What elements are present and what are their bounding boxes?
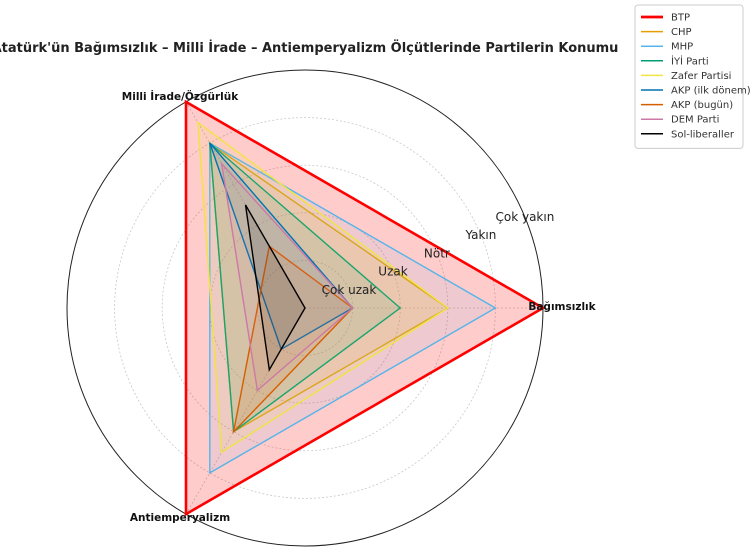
axis-label: Antiemperyalizm	[130, 512, 230, 524]
legend-entry: MHP	[671, 42, 693, 53]
series-polygon-sol-liberaller	[244, 204, 306, 372]
axis-label: Bağımsızlık	[528, 301, 596, 313]
legend-entry: İYİ Parti	[671, 54, 709, 67]
series-polygon-akp-ilk-dönem-	[209, 142, 354, 351]
series-polygon-btp	[184, 99, 546, 517]
legend-entry: Sol-liberaller	[671, 129, 735, 140]
chart-title: Atatürk'ün Bağımsızlık – Milli İrade – A…	[0, 40, 618, 56]
ring-label: Çok yakın	[495, 210, 554, 224]
legend-entry: AKP (ilk dönem)	[671, 86, 751, 97]
legend-box	[634, 4, 744, 149]
axis-labels: Bağımsızlık Milli İrade/Özgürlük Antiemper…	[122, 89, 597, 524]
series-layer	[184, 99, 546, 517]
axis-label: Milli İrade/Özgürlük	[122, 89, 239, 103]
legend-entry: BTP	[671, 13, 690, 24]
ring-label: Uzak	[378, 265, 407, 279]
ring-label: Nötr	[424, 246, 450, 260]
legend-entry: AKP (bugün)	[671, 100, 733, 111]
ring-label: Yakın	[464, 228, 496, 242]
series-polygon-i-yi-parti	[208, 141, 402, 434]
legend-entry: Zafer Partisi	[671, 71, 731, 82]
ring-label: Çok uzak	[322, 283, 377, 297]
series-polygon-zafer-partisi	[197, 121, 450, 454]
legend-entry: CHP	[671, 27, 692, 38]
legend-entry: DEM Parti	[671, 115, 719, 126]
